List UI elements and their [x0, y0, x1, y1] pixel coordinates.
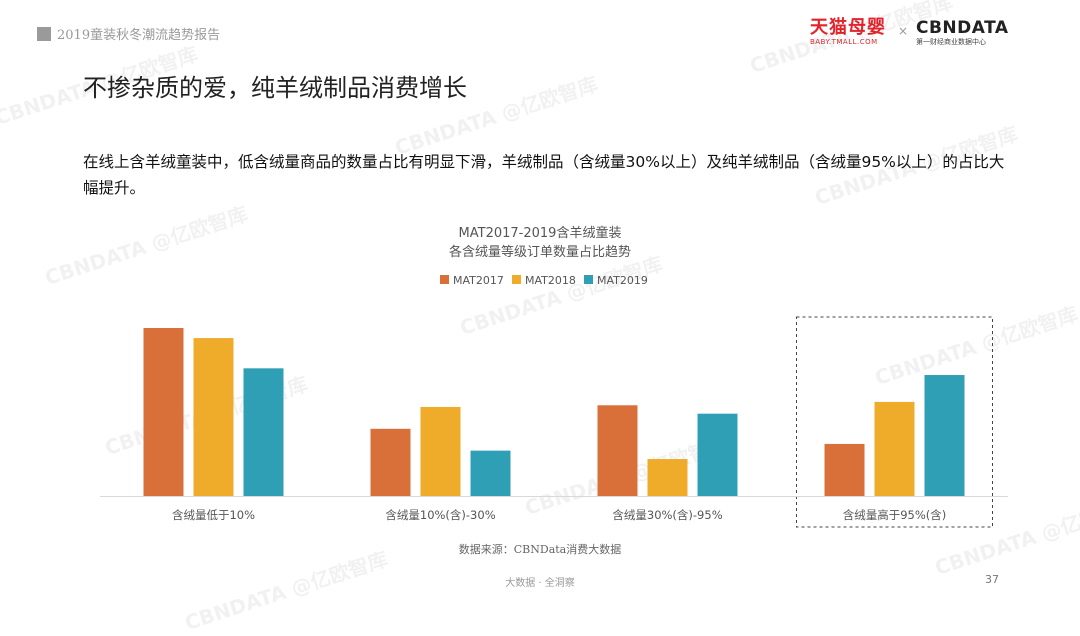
page-number: 37 — [985, 573, 999, 586]
tmall-logo-text: 天猫母婴 — [810, 17, 886, 38]
category-label: 含绒量30%(含)-95% — [612, 508, 722, 522]
chart-bars — [143, 328, 965, 496]
description-text: 在线上含羊绒童装中，低含绒量商品的数量占比有明显下滑，羊绒制品（含绒量30%以上… — [83, 153, 1005, 197]
cbndata-logo-subtitle: 第一财经商业数据中心 — [916, 38, 986, 46]
logo-separator: × — [898, 24, 909, 38]
tmall-logo: 天猫母婴 BABY.TMALL.COM — [810, 18, 886, 47]
legend-swatch — [584, 275, 593, 284]
chart-legend: MAT2017 MAT2018 MAT2019 — [440, 274, 648, 287]
highlight-box-outline — [796, 316, 993, 528]
category-labels: 含绒量低于10% 含绒量10%(含)-30% 含绒量30%(含)-95% 含绒量高于9… — [172, 508, 946, 522]
legend-label: MAT2019 — [597, 274, 648, 287]
title-marker — [37, 27, 51, 41]
bar-mat2019 — [697, 413, 738, 496]
cbndata-logo-text: CBNDATA — [916, 18, 1009, 38]
bar-mat2017 — [597, 405, 638, 496]
legend-swatch — [512, 275, 521, 284]
category-label: 含绒量10%(含)-30% — [385, 508, 495, 522]
data-source: 数据来源：CBNData消费大数据 — [458, 543, 622, 556]
bar-mat2018 — [193, 338, 234, 496]
bar-mat2018 — [647, 459, 688, 496]
footer-text: 大数据 · 全洞察 — [505, 578, 575, 589]
bar-mat2018 — [420, 406, 461, 496]
bar-mat2018 — [874, 401, 915, 496]
chart-subtitle: 各含绒量等级订单数量占比趋势 — [448, 245, 631, 260]
bar-mat2017 — [824, 443, 865, 496]
bar-mat2019 — [924, 375, 965, 496]
page-title: 不掺杂质的爱，纯羊绒制品消费增长 — [83, 74, 467, 102]
cbndata-logo: CBNDATA 第一财经商业数据中心 — [916, 18, 1009, 47]
bar-chart: MAT2017 MAT2018 MAT2019 含绒量低于10% 含绒量10%(含)-… — [100, 274, 1008, 528]
tmall-logo-url: BABY.TMALL.COM — [810, 38, 878, 46]
chart-title: MAT2017-2019含羊绒童装 — [458, 226, 622, 241]
bar-mat2019 — [243, 368, 284, 496]
legend-swatch — [440, 275, 449, 284]
legend-label: MAT2018 — [525, 274, 576, 287]
bar-mat2017 — [143, 328, 184, 496]
report-title: 2019童装秋冬潮流趋势报告 — [57, 28, 221, 43]
highlight-box — [796, 316, 993, 528]
category-label: 含绒量高于95%(含) — [843, 508, 947, 522]
legend-label: MAT2017 — [453, 274, 504, 287]
category-label: 含绒量低于10% — [172, 508, 255, 522]
bar-mat2019 — [470, 450, 511, 496]
bar-mat2017 — [370, 428, 411, 496]
